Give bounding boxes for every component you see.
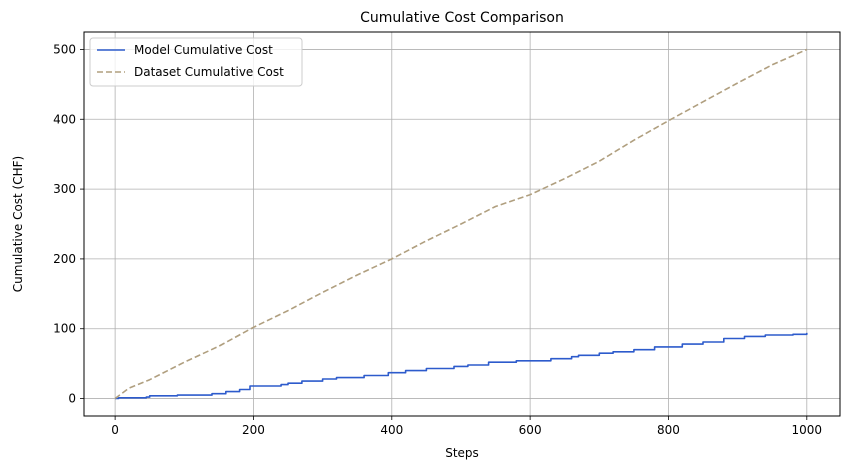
legend-box <box>89 37 303 87</box>
axis-ticks: 0 200 400 600 800 1000 0 100 200 300 400 500 <box>53 42 822 437</box>
y-tick-label: 100 <box>53 322 76 336</box>
x-tick-label: 600 <box>519 423 542 437</box>
series-line-model <box>115 332 808 400</box>
y-tick-label: 400 <box>53 112 76 126</box>
series-line-dataset <box>114 48 808 400</box>
plot-frame <box>83 31 841 417</box>
series-group <box>114 48 808 400</box>
x-tick-label: 200 <box>242 423 265 437</box>
chart-title: Cumulative Cost Comparison <box>360 10 564 26</box>
y-tick-label: 0 <box>68 392 76 406</box>
y-tick-label: 300 <box>53 182 76 196</box>
y-tick-label: 500 <box>53 42 76 56</box>
legend-label-model: Model Cumulative Cost <box>134 43 273 57</box>
y-axis-title: Cumulative Cost (CHF) <box>11 156 25 292</box>
x-axis-title: Steps <box>445 446 479 460</box>
x-tick-label: 1000 <box>792 423 823 437</box>
legend-label-dataset: Dataset Cumulative Cost <box>134 65 284 79</box>
x-tick-label: 800 <box>657 423 680 437</box>
x-tick-label: 0 <box>111 423 119 437</box>
y-tick-label: 200 <box>53 252 76 266</box>
x-tick-label: 400 <box>380 423 403 437</box>
legend: Model Cumulative Cost Dataset Cumulative… <box>89 37 303 87</box>
